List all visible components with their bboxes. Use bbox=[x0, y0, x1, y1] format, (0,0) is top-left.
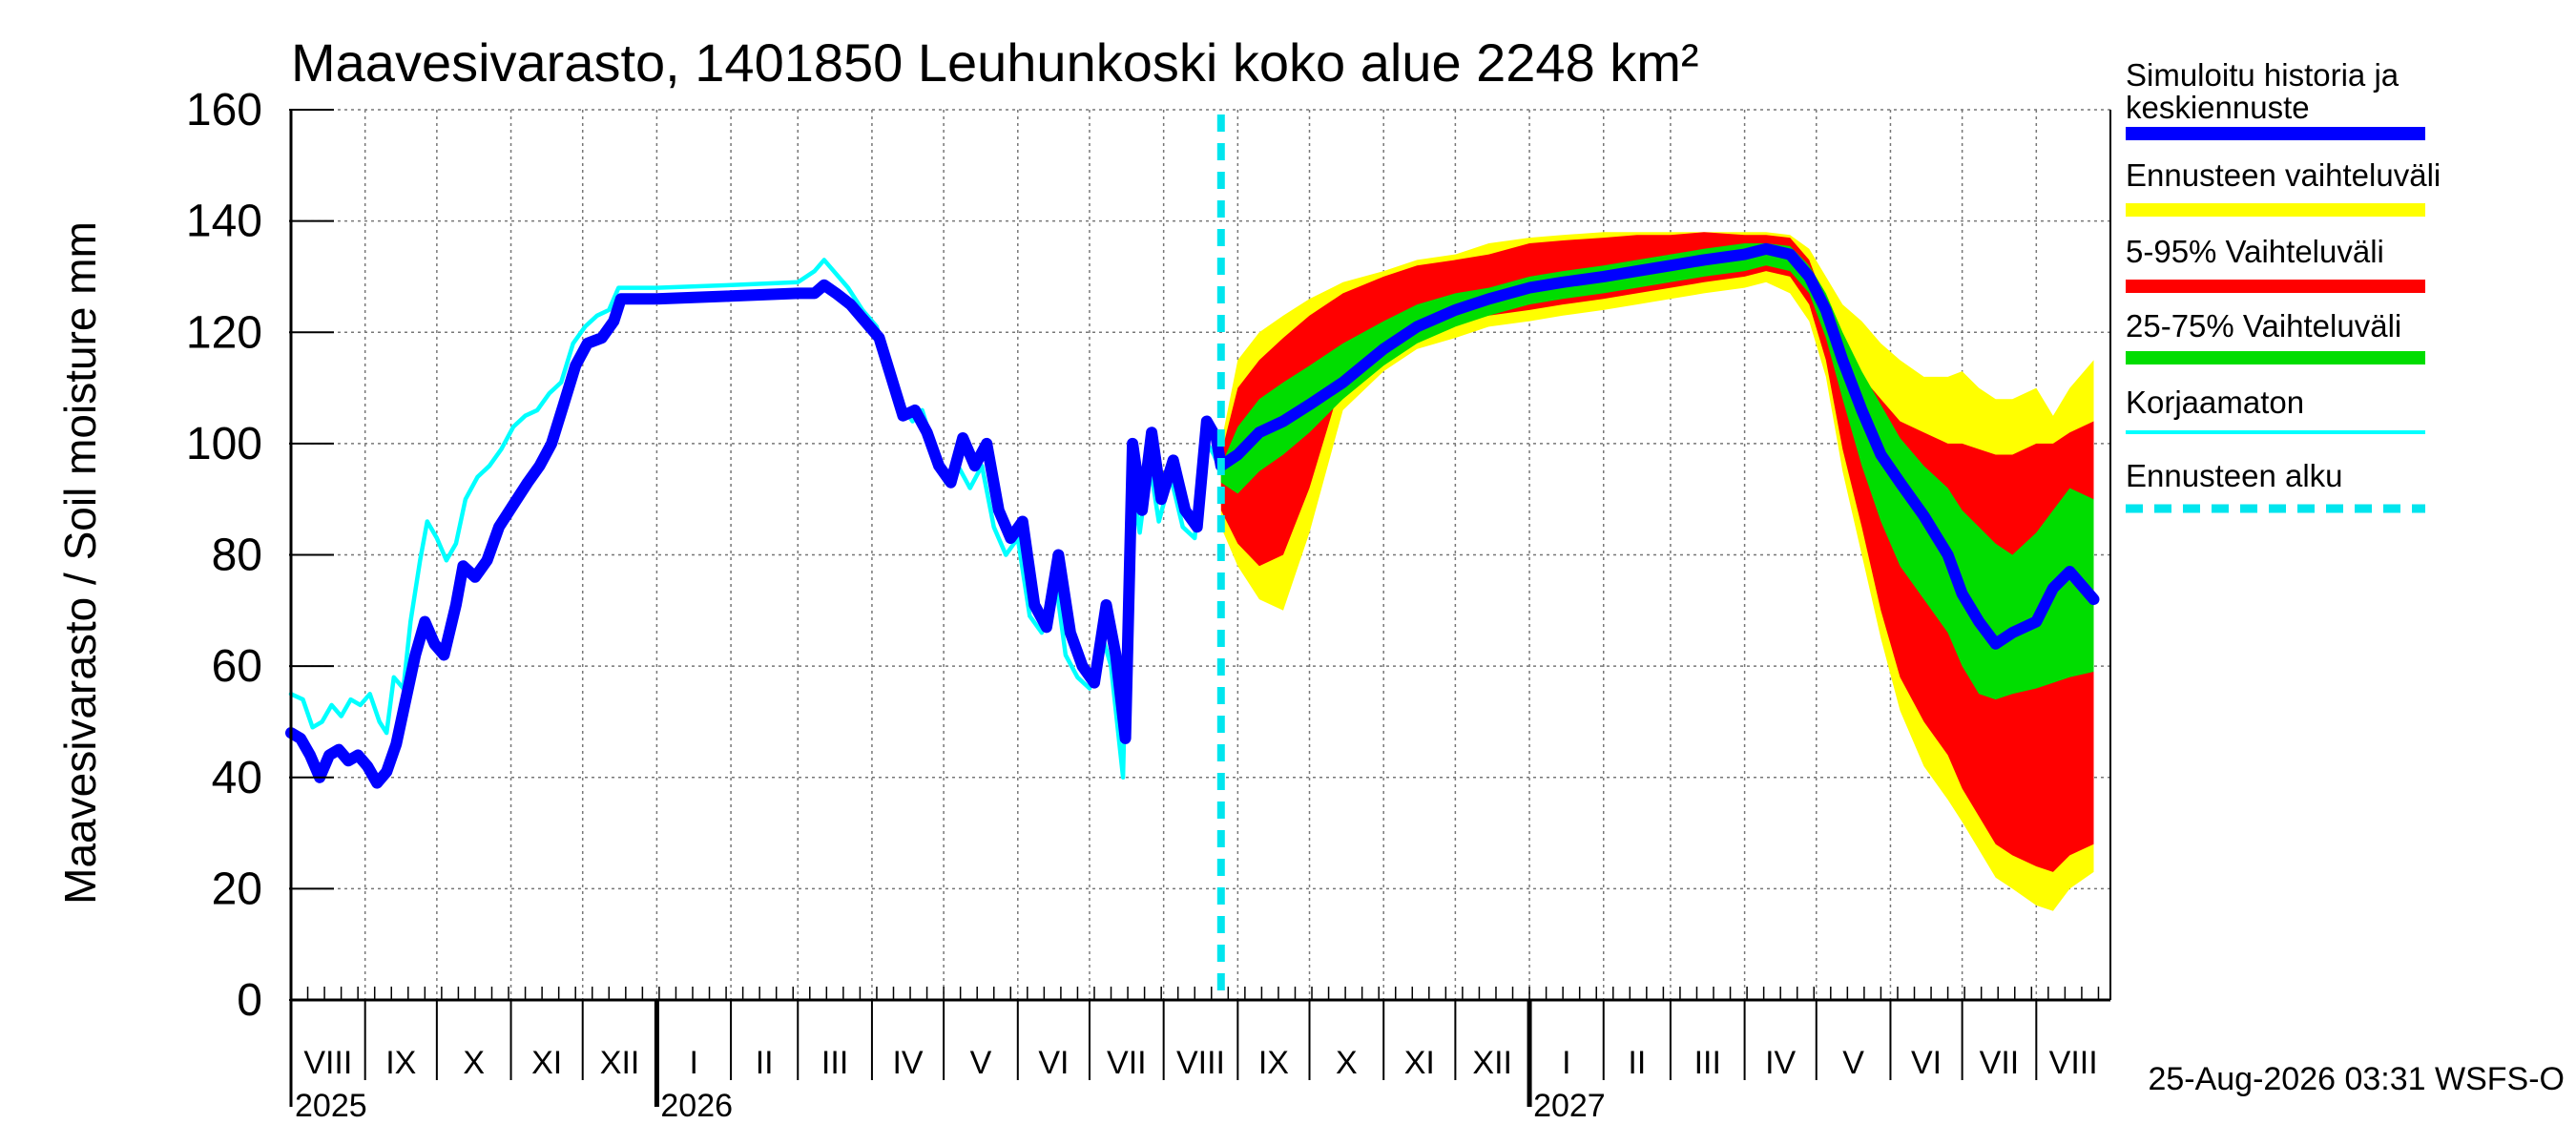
month-label: IX bbox=[385, 1045, 416, 1081]
forecast-bands bbox=[1220, 232, 2094, 911]
legend-label: keskiennuste bbox=[2126, 90, 2310, 125]
series-simuloitu-historia-ja-keskiennuste bbox=[285, 242, 2100, 789]
y-tick-label: 120 bbox=[186, 307, 262, 358]
month-label: IX bbox=[1258, 1045, 1289, 1081]
month-label: VIII bbox=[1176, 1045, 1225, 1081]
month-label: V bbox=[1842, 1045, 1864, 1081]
legend-label: Simuloitu historia ja bbox=[2126, 57, 2399, 93]
month-label: XII bbox=[1472, 1045, 1512, 1081]
y-tick-label: 20 bbox=[212, 864, 262, 914]
month-label: XI bbox=[531, 1045, 562, 1081]
month-label: IV bbox=[1765, 1045, 1796, 1081]
month-label: XII bbox=[600, 1045, 640, 1081]
legend-item: 25-75% Vaihteluväli bbox=[2126, 308, 2425, 364]
month-label: III bbox=[821, 1045, 848, 1081]
legend-item: Korjaamaton bbox=[2126, 385, 2425, 434]
footer-timestamp: 25-Aug-2026 03:31 WSFS-O bbox=[2148, 1061, 2565, 1097]
series-korjaamaton bbox=[288, 258, 1224, 781]
legend-item: Ennusteen vaihteluväli bbox=[2126, 157, 2441, 217]
year-label: 2027 bbox=[1533, 1088, 1606, 1124]
grid-lines bbox=[291, 109, 2110, 1000]
legend-item: Ennusteen alku bbox=[2126, 458, 2425, 513]
month-label: VII bbox=[1107, 1045, 1147, 1081]
month-label: VIII bbox=[2049, 1045, 2098, 1081]
year-label: 2026 bbox=[660, 1088, 733, 1124]
month-label: II bbox=[756, 1045, 774, 1081]
year-label: 2025 bbox=[295, 1088, 367, 1124]
y-tick-label: 140 bbox=[186, 197, 262, 247]
month-label: I bbox=[690, 1045, 698, 1081]
month-label: VIII bbox=[303, 1045, 352, 1081]
series-lines bbox=[285, 242, 2100, 789]
legend-label: 5-95% Vaihteluväli bbox=[2126, 234, 2384, 269]
band-25-75-vaihteluv-li bbox=[1220, 243, 2094, 700]
month-label: II bbox=[1628, 1045, 1646, 1081]
y-tick-label: 60 bbox=[212, 641, 262, 692]
y-tick-label: 0 bbox=[237, 975, 262, 1026]
month-label: X bbox=[463, 1045, 485, 1081]
legend-label: 25-75% Vaihteluväli bbox=[2126, 308, 2401, 344]
month-label: XI bbox=[1404, 1045, 1435, 1081]
month-label: VI bbox=[1911, 1045, 1942, 1081]
y-tick-label: 40 bbox=[212, 753, 262, 803]
month-label: VI bbox=[1038, 1045, 1069, 1081]
y-tick-label: 160 bbox=[186, 85, 262, 135]
y-tick-label: 100 bbox=[186, 419, 262, 469]
legend-label: Ennusteen vaihteluväli bbox=[2126, 157, 2441, 193]
month-label: V bbox=[970, 1045, 992, 1081]
month-label: I bbox=[1562, 1045, 1570, 1081]
chart-title: Maavesivarasto, 1401850 Leuhunkoski koko… bbox=[291, 32, 1699, 93]
month-label: X bbox=[1336, 1045, 1358, 1081]
legend-item: 5-95% Vaihteluväli bbox=[2126, 234, 2425, 293]
legend-label: Korjaamaton bbox=[2126, 385, 2304, 420]
month-label: III bbox=[1694, 1045, 1721, 1081]
y-tick-label: 80 bbox=[212, 531, 262, 581]
month-label: IV bbox=[892, 1045, 923, 1081]
legend-label: Ennusteen alku bbox=[2126, 458, 2343, 493]
month-label: VII bbox=[1980, 1045, 2020, 1081]
y-axis-label: Maavesivarasto / Soil moisture mm bbox=[55, 221, 105, 905]
